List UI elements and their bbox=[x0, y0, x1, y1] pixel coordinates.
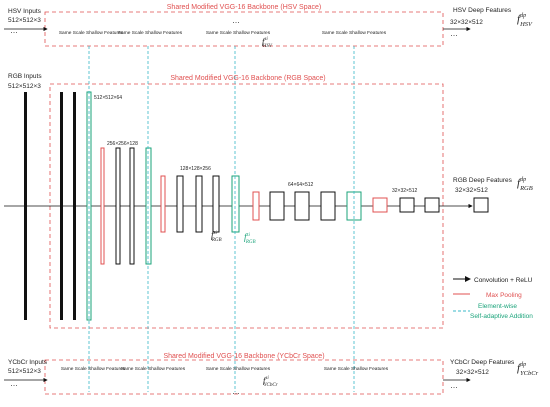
rgb-deep-f: fdp RGB bbox=[517, 177, 533, 192]
rgb-backbone-title: Shared Modified VGG-16 Backbone (RGB Spa… bbox=[170, 75, 325, 82]
fusion-3 bbox=[231, 175, 240, 233]
hsv-shallow-label-4: Same Scale Shallow Features bbox=[322, 30, 387, 36]
conv-2-2 bbox=[129, 147, 135, 265]
legend-add-label-2: Self-adaptive Addition bbox=[470, 313, 533, 320]
hsv-branch: Shared Modified VGG-16 Backbone (HSV Spa… bbox=[4, 4, 533, 49]
hsv-inputs-label: HSV Inputs bbox=[8, 8, 42, 15]
hsv-shallow-label-3: Same Scale Shallow Features bbox=[206, 30, 271, 36]
ycbcr-backbone-box bbox=[44, 359, 444, 395]
hsv-backbone-box bbox=[44, 11, 444, 47]
rgb-inputs-dim: 512×512×3 bbox=[8, 83, 41, 90]
rgb-branch: Shared Modified VGG-16 Backbone (RGB Spa… bbox=[4, 73, 533, 329]
pool-1 bbox=[100, 147, 105, 265]
conv-4-2 bbox=[294, 191, 310, 221]
pool-2 bbox=[160, 175, 166, 233]
rgb-inputs-label: RGB Inputs bbox=[8, 73, 42, 80]
hsv-f-label: fsi HSV bbox=[262, 36, 273, 49]
dim-label-5: 32×32×512 bbox=[392, 188, 418, 194]
pool-4 bbox=[372, 197, 388, 213]
conv-1-1 bbox=[60, 92, 63, 320]
ycbcr-deep-label: YCbCr Deep Features bbox=[450, 359, 515, 366]
conv-1-2 bbox=[73, 92, 76, 320]
ycbcr-dots-right: … bbox=[450, 381, 458, 390]
conv-3-2 bbox=[195, 175, 203, 233]
ycbcr-shallow-label-3: Same Scale Shallow Features bbox=[206, 366, 271, 372]
legend-conv-label: Convolution + ReLU bbox=[474, 277, 533, 284]
legend: Convolution + ReLU Max Pooling Element-w… bbox=[453, 276, 533, 320]
hsv-shallow-label-1: Same Scale Shallow Features bbox=[59, 30, 124, 36]
hsv-dots-left: … bbox=[10, 26, 18, 35]
ycbcr-backbone-title: Shared Modified VGG-16 Backbone (YCbCr S… bbox=[163, 353, 324, 360]
hsv-deep-dim: 32×32×512 bbox=[450, 19, 483, 26]
hsv-dots-center: … bbox=[232, 16, 240, 25]
ycbcr-f-label: fsi YCbCr bbox=[263, 375, 278, 388]
dim-label-2: 256×256×128 bbox=[107, 141, 138, 147]
rgb-input-slab bbox=[24, 92, 27, 320]
rgb-deep-dim: 32×32×512 bbox=[455, 187, 488, 194]
conv-5-2 bbox=[424, 197, 440, 213]
conv-3-1 bbox=[176, 175, 184, 233]
fusion-connectors bbox=[88, 46, 355, 392]
ycbcr-shallow-label-1: Same Scale Shallow Features bbox=[61, 366, 126, 372]
ycbcr-branch: Shared Modified VGG-16 Backbone (YCbCr S… bbox=[4, 353, 539, 396]
rgb-deep-label: RGB Deep Features bbox=[453, 177, 513, 184]
dim-label-1: 512×512×64 bbox=[94, 95, 122, 101]
conv-2-1 bbox=[115, 147, 121, 265]
conv-4-1 bbox=[269, 191, 285, 221]
hsv-backbone-title: Shared Modified VGG-16 Backbone (HSV Spa… bbox=[167, 4, 321, 11]
hsv-dots-right: … bbox=[450, 29, 458, 38]
ycbcr-shallow-labels: Same Scale Shallow Features Same Scale S… bbox=[61, 366, 389, 372]
conv-3-3 bbox=[212, 175, 220, 233]
ycbcr-inputs-dim: 512×512×3 bbox=[8, 368, 41, 375]
dim-label-4: 64×64×512 bbox=[288, 182, 314, 188]
ycbcr-deep-f: fdp YCbCr bbox=[517, 362, 539, 377]
dim-label-3: 128×128×256 bbox=[180, 166, 211, 172]
conv-5-1 bbox=[399, 197, 415, 213]
rgb-deep-output bbox=[473, 197, 489, 213]
ycbcr-shallow-label-2: Same Scale Shallow Features bbox=[121, 366, 186, 372]
pool-3 bbox=[252, 191, 260, 221]
ycbcr-shallow-label-4: Same Scale Shallow Features bbox=[324, 366, 389, 372]
hsv-inputs-dim: 512×512×3 bbox=[8, 17, 41, 24]
ycbcr-inputs-label: YCbCr Inputs bbox=[8, 359, 48, 366]
legend-add-label-1: Element-wise bbox=[478, 303, 517, 310]
hsv-shallow-label-2: Same Scale Shallow Features bbox=[118, 30, 183, 36]
fusion-2 bbox=[145, 147, 152, 265]
conv-4-3 bbox=[320, 191, 336, 221]
ycbcr-deep-dim: 32×32×512 bbox=[456, 369, 489, 376]
legend-pool-label: Max Pooling bbox=[486, 292, 522, 299]
ycbcr-dots-left: … bbox=[10, 379, 18, 388]
hsv-deep-label: HSV Deep Features bbox=[453, 7, 512, 14]
rgb-f-black: fsi RGB bbox=[211, 230, 222, 243]
hsv-shallow-labels: Same Scale Shallow Features Same Scale S… bbox=[59, 30, 387, 36]
hsv-deep-f: fdp HSV bbox=[517, 13, 533, 28]
rgb-f-green: fsi RGB bbox=[244, 232, 256, 245]
ycbcr-dots-center: … bbox=[232, 387, 240, 396]
